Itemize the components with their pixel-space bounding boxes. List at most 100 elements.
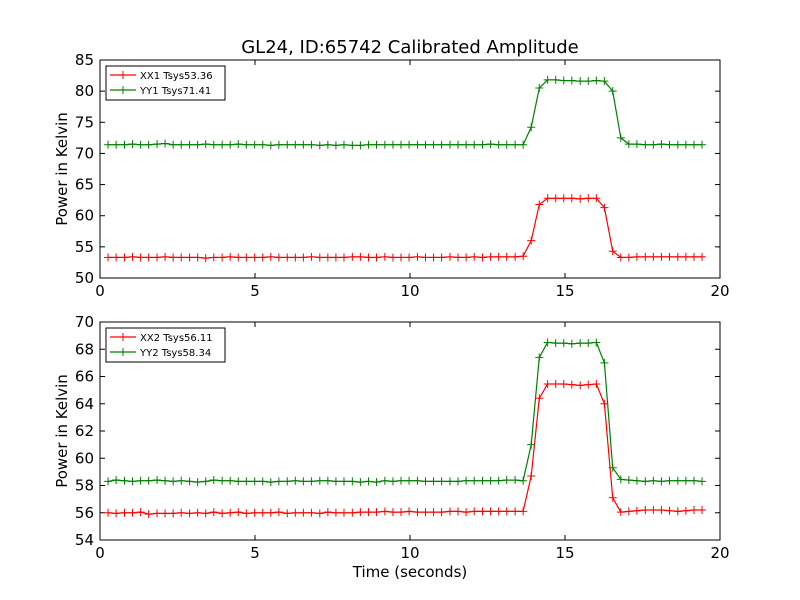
data-point [218,140,227,149]
data-point [234,477,243,486]
data-point [608,87,617,96]
data-point [486,476,495,485]
data-point [405,476,414,485]
data-point [698,477,707,486]
data-point [120,140,129,149]
data-point [673,140,682,149]
data-point [559,76,568,85]
legend: XX2 Tsys56.11 YY2 Tsys58.34 [105,327,226,363]
data-point [584,339,593,348]
data-point [584,380,593,389]
data-point [567,194,576,203]
data-point [250,477,259,486]
figure-title: GL24, ID:65742 Calibrated Amplitude [241,37,579,58]
y-tick-label: 80 [75,82,94,100]
data-point [136,508,145,517]
data-point [616,475,625,484]
data-point [437,253,446,262]
y-tick-label: 70 [75,313,94,331]
data-point [413,508,422,517]
data-point [421,253,430,262]
y-tick-label: 64 [75,395,94,413]
x-tick-label: 20 [710,282,729,300]
legend-marker [119,333,127,341]
data-point [388,477,397,486]
data-point [291,140,300,149]
data-point [592,338,601,347]
data-point [486,507,495,516]
data-point [283,477,292,486]
data-point [470,252,479,261]
data-point [543,194,552,203]
data-point [397,476,406,485]
data-point [356,508,365,517]
data-point [535,353,544,362]
data-point [136,476,145,485]
data-point [486,140,495,149]
data-point [608,463,617,472]
data-point [128,477,137,486]
data-point [429,508,438,517]
data-point [405,140,414,149]
data-point [364,253,373,262]
data-point [641,506,650,515]
y-tick-label: 56 [75,504,94,522]
data-point [527,471,536,480]
data-point [454,140,463,149]
data-point [445,140,454,149]
data-point [331,477,340,486]
data-point [397,508,406,517]
data-point [502,507,511,516]
data-point [299,477,308,486]
data-point [576,194,585,203]
data-point [323,476,332,485]
data-point [535,394,544,403]
y-tick-label: 85 [75,51,94,69]
data-point [689,506,698,515]
subplot-1: 0 5 10 15 20 50 55 60 65 70 75 80 85 Power in Kelvin X… [53,51,730,300]
data-point [356,252,365,261]
data-point [388,508,397,517]
data-point [665,140,674,149]
legend-marker [119,71,127,79]
data-point [299,508,308,517]
data-point [218,253,227,262]
data-point [185,140,194,149]
data-point [462,140,471,149]
data-point [551,194,560,203]
data-point [698,140,707,149]
data-point [543,379,552,388]
data-point [657,477,666,486]
data-point [161,509,170,518]
x-tick-label: 0 [95,544,105,562]
data-point [527,440,536,449]
data-point [673,476,682,485]
data-point [250,253,259,262]
y-tick-label: 50 [75,269,94,287]
data-point [250,508,259,517]
data-point [665,476,674,485]
data-point [112,140,121,149]
data-point [470,476,479,485]
data-point [494,507,503,516]
data-point [185,477,194,486]
data-point [193,508,202,517]
data-point [592,194,601,203]
data-point [104,253,113,262]
data-point [511,140,520,149]
data-point [177,476,186,485]
data-point [600,77,609,86]
data-point [445,477,454,486]
data-point [519,507,528,516]
x-tick-label: 15 [555,544,574,562]
data-point [226,140,235,149]
legend-marker [119,86,127,94]
y-axis-label: Power in Kelvin [53,374,71,488]
data-point [104,140,113,149]
legend-box [105,65,226,101]
data-point [649,140,658,149]
data-point [274,477,283,486]
data-point [372,253,381,262]
